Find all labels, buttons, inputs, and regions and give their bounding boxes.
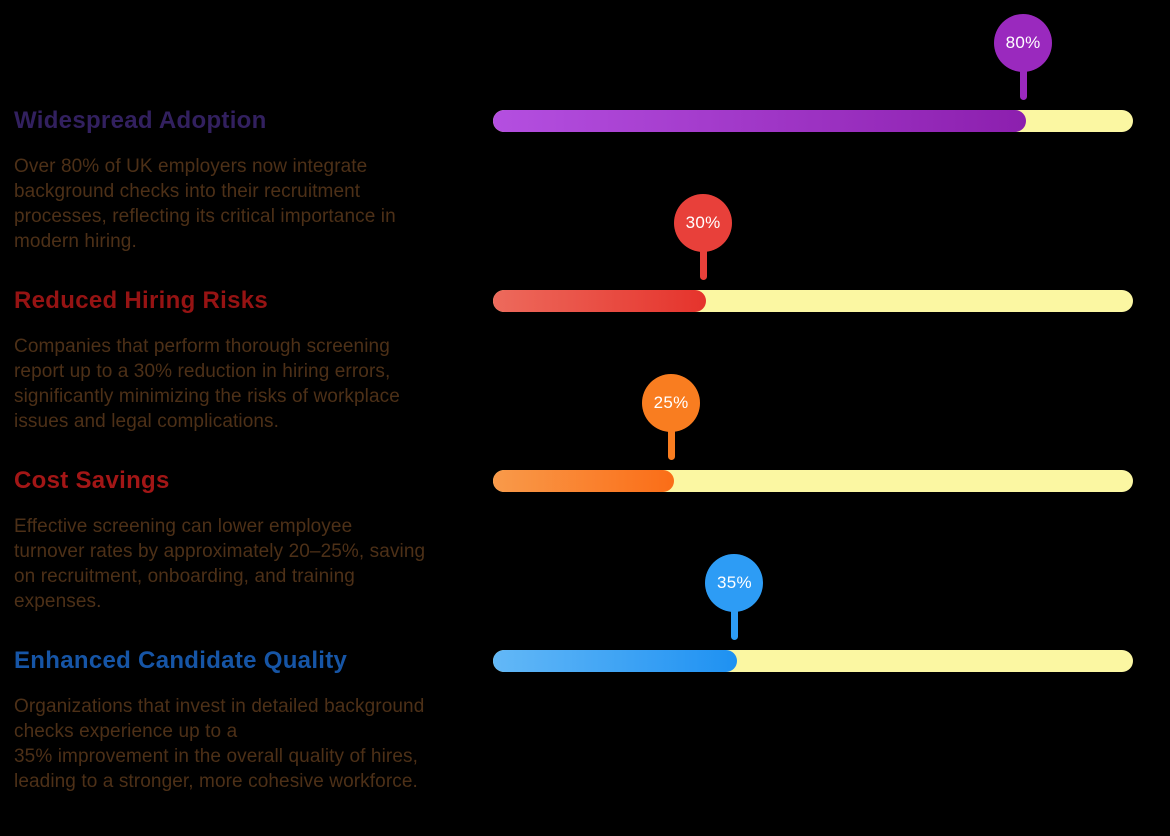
balloon-value-label: 80% (1005, 33, 1041, 52)
bar-fill (493, 470, 675, 492)
section-description: Companies that perform thorough screenin… (14, 336, 400, 432)
bar-fill (493, 290, 707, 312)
stat-row-reduced-hiring-risks: Reduced Hiring Risks Companies that perf… (0, 194, 1170, 468)
section-title: Enhanced Candidate Quality (14, 647, 348, 674)
progress-bar: 35% (493, 554, 1133, 672)
section-title: Cost Savings (14, 467, 170, 494)
section-description: Over 80% of UK employers now integrate b… (14, 156, 396, 252)
section-description: Organizations that invest in detailed ba… (14, 696, 425, 792)
value-balloon: 30% (674, 194, 733, 280)
progress-bar: 25% (493, 374, 1133, 492)
section-title: Widespread Adoption (14, 107, 267, 134)
section-description: Effective screening can lower employee t… (14, 516, 426, 612)
bar-fill (493, 110, 1027, 132)
stat-row-enhanced-candidate-quality: Enhanced Candidate Quality Organizations… (0, 554, 1170, 828)
progress-bar: 80% (493, 14, 1133, 132)
balloon-bubble: 80% (994, 14, 1053, 72)
value-balloon: 35% (705, 554, 764, 640)
balloon-stem (730, 610, 738, 640)
progress-bar: 30% (493, 194, 1133, 312)
balloon-stem (667, 430, 675, 460)
balloon-value-label: 35% (717, 573, 752, 592)
balloon-bubble: 30% (674, 194, 733, 252)
value-balloon: 80% (994, 14, 1053, 100)
stat-row-widespread-adoption: Widespread Adoption Over 80% of UK emplo… (0, 14, 1170, 288)
section-title: Reduced Hiring Risks (14, 287, 269, 314)
stat-row-cost-savings: Cost Savings Effective screening can low… (0, 374, 1170, 648)
balloon-value-label: 25% (653, 393, 689, 412)
bar-fill (493, 650, 738, 672)
balloon-value-label: 30% (685, 213, 721, 232)
balloon-stem (1019, 70, 1027, 100)
balloon-bubble: 35% (705, 554, 764, 612)
value-balloon: 25% (642, 374, 701, 460)
balloon-bubble: 25% (642, 374, 701, 432)
balloon-stem (699, 250, 707, 280)
